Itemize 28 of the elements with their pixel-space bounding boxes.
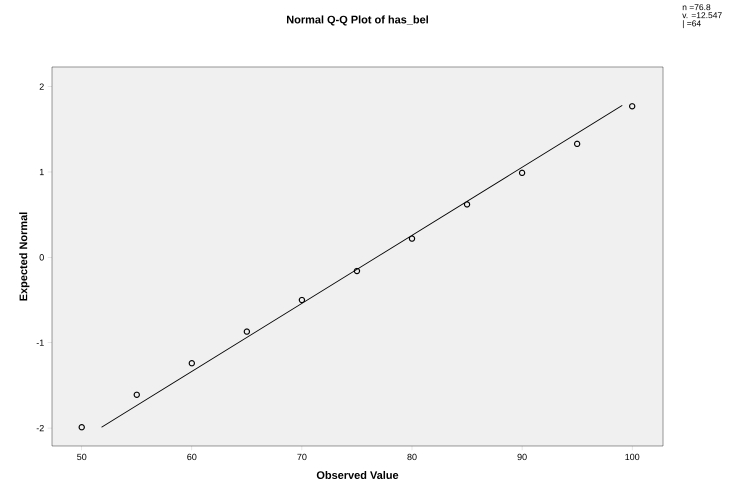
- y-tick-label: -2: [36, 424, 44, 432]
- point: [134, 392, 140, 398]
- text: | =64: [682, 20, 701, 28]
- x-tick-label: 80: [407, 454, 417, 460]
- point: [464, 201, 470, 208]
- point: [244, 328, 250, 335]
- y-tick-label: 2: [40, 83, 44, 90]
- y-tick-label: -1: [36, 340, 44, 346]
- point: [188, 360, 196, 366]
- y-axis-title: Expected Normal: [19, 212, 30, 301]
- point: [628, 103, 636, 110]
- text: n =76.8: [682, 4, 710, 10]
- point: [298, 296, 306, 304]
- point: [574, 140, 580, 148]
- text: v. =12.547: [682, 12, 722, 18]
- point: [78, 424, 85, 430]
- x-tick-label: 60: [187, 454, 196, 460]
- point: [354, 268, 360, 274]
- chart-title: Normal Q-Q Plot of has_bel: [286, 15, 428, 26]
- x-tick-label: 50: [77, 454, 86, 460]
- x-tick-label: 100: [625, 454, 640, 460]
- x-axis-title: Observed Value: [316, 470, 398, 480]
- y-tick-label: 1: [40, 168, 44, 176]
- x-tick-label: 70: [297, 454, 307, 460]
- point: [518, 170, 526, 176]
- point: [408, 235, 416, 242]
- x-tick-label: 90: [518, 454, 527, 460]
- y-tick-label: 0: [40, 254, 44, 261]
